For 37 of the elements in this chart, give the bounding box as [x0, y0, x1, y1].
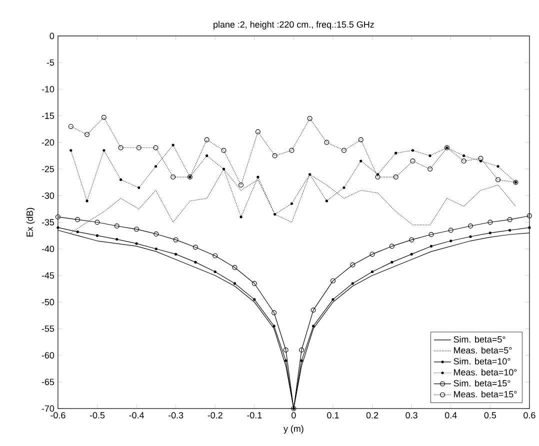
x-tick-label: 0.3 — [406, 412, 418, 419]
x-tick-label: 0 — [292, 412, 296, 419]
x-axis-title: y (m) — [284, 425, 304, 434]
y-tick-label: 0 — [50, 33, 54, 40]
x-tick-label: -0.5 — [90, 412, 105, 419]
chart-title: plane :2, height :220 cm., freq.:15.5 GHz — [214, 21, 374, 30]
legend-label: Sim. beta=15° — [454, 380, 510, 387]
y-tick-label: -30 — [42, 192, 54, 200]
x-tick-label: 0.1 — [327, 412, 339, 419]
x-tick-label: 0.2 — [366, 412, 378, 419]
y-tick-label: -35 — [42, 219, 54, 226]
legend-label: Meas. beta=5° — [454, 347, 512, 354]
y-tick-label: -45 — [42, 272, 54, 279]
x-tick-label: -0.4 — [129, 412, 144, 419]
y-tick-label: -15 — [42, 112, 54, 120]
y-tick-label: -20 — [42, 139, 54, 146]
y-tick-label: -60 — [42, 352, 54, 359]
y-tick-label: -10 — [42, 86, 54, 93]
x-tick-label: -0.1 — [247, 412, 262, 419]
y-tick-label: -50 — [42, 299, 54, 306]
y-axis-title: Ex (dB) — [26, 208, 35, 237]
x-tick-label: 0.4 — [444, 412, 457, 419]
y-tick-label: -65 — [42, 379, 54, 386]
x-tick-label: -0.6 — [50, 412, 66, 419]
x-tick-label: -0.2 — [208, 412, 222, 419]
y-tick-label: -5 — [46, 60, 54, 66]
y-tick-label: -40 — [42, 246, 54, 252]
legend-label: Meas. beta=15° — [454, 391, 517, 398]
legend-label: Meas. beta=10° — [454, 369, 517, 376]
legend-label: Sim. beta=10° — [454, 358, 510, 365]
legend-label: Sim. beta=5° — [454, 336, 506, 343]
x-tick-label: 0.6 — [524, 412, 536, 419]
y-tick-label: -55 — [42, 326, 54, 332]
y-tick-label: -25 — [42, 166, 54, 172]
y-tick-label: -70 — [42, 406, 54, 412]
x-tick-label: 0.5 — [484, 412, 496, 419]
x-tick-label: -0.3 — [168, 412, 184, 419]
